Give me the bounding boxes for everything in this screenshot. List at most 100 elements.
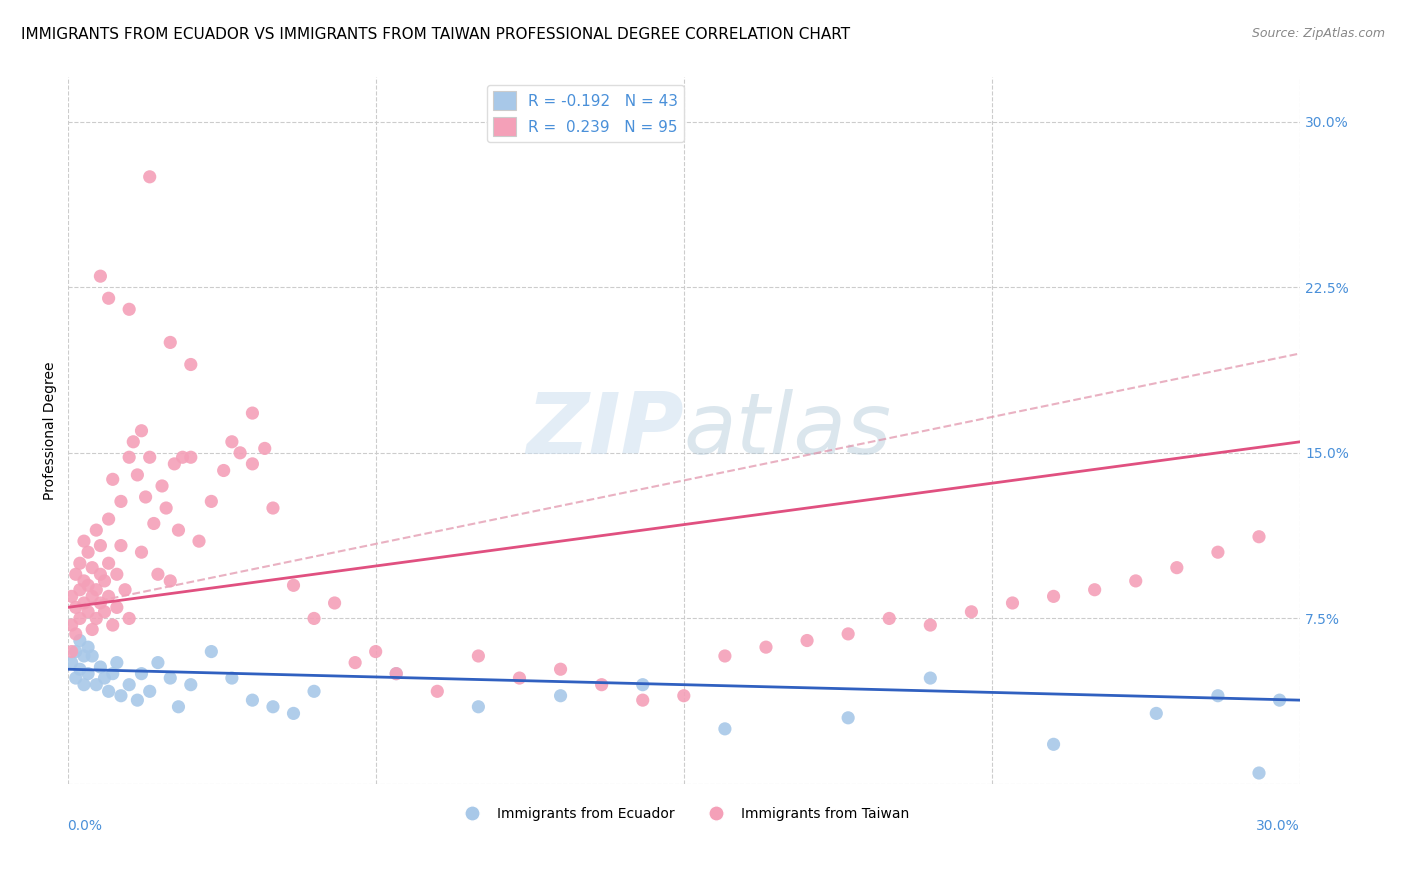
- Point: [550, 662, 572, 676]
- Point: [77, 605, 100, 619]
- Point: [60, 618, 83, 632]
- Point: [138, 450, 160, 465]
- Point: [242, 457, 264, 471]
- Point: [77, 545, 100, 559]
- Point: [172, 450, 194, 465]
- Point: [1206, 689, 1229, 703]
- Text: IMMIGRANTS FROM ECUADOR VS IMMIGRANTS FROM TAIWAN PROFESSIONAL DEGREE CORRELATIO: IMMIGRANTS FROM ECUADOR VS IMMIGRANTS FR…: [21, 27, 851, 42]
- Point: [97, 684, 120, 698]
- Point: [155, 501, 177, 516]
- Point: [82, 560, 104, 574]
- Point: [837, 711, 859, 725]
- Point: [127, 467, 149, 482]
- Point: [110, 689, 132, 703]
- Point: [229, 446, 252, 460]
- Point: [73, 678, 96, 692]
- Point: [97, 556, 120, 570]
- Point: [101, 472, 124, 486]
- Point: [77, 578, 100, 592]
- Point: [89, 567, 111, 582]
- Point: [920, 671, 942, 685]
- Point: [200, 644, 222, 658]
- Point: [110, 494, 132, 508]
- Point: [73, 596, 96, 610]
- Point: [714, 722, 737, 736]
- Point: [93, 671, 115, 685]
- Point: [323, 596, 346, 610]
- Y-axis label: Professional Degree: Professional Degree: [44, 361, 58, 500]
- Point: [755, 640, 778, 655]
- Point: [138, 169, 160, 184]
- Point: [105, 600, 128, 615]
- Point: [167, 699, 190, 714]
- Point: [146, 567, 169, 582]
- Point: [1084, 582, 1107, 597]
- Point: [84, 678, 107, 692]
- Point: [242, 693, 264, 707]
- Point: [84, 582, 107, 597]
- Point: [877, 611, 900, 625]
- Point: [159, 671, 181, 685]
- Point: [150, 479, 173, 493]
- Point: [89, 269, 111, 284]
- Point: [631, 693, 654, 707]
- Point: [221, 434, 243, 449]
- Point: [591, 678, 613, 692]
- Point: [69, 662, 91, 676]
- Point: [97, 512, 120, 526]
- Point: [65, 671, 87, 685]
- Point: [135, 490, 157, 504]
- Point: [180, 450, 202, 465]
- Point: [60, 590, 83, 604]
- Point: [65, 627, 87, 641]
- Point: [1247, 530, 1270, 544]
- Point: [672, 689, 695, 703]
- Point: [97, 291, 120, 305]
- Legend: Immigrants from Ecuador, Immigrants from Taiwan: Immigrants from Ecuador, Immigrants from…: [453, 802, 915, 827]
- Point: [77, 666, 100, 681]
- Point: [302, 611, 325, 625]
- Point: [242, 406, 264, 420]
- Text: 0.0%: 0.0%: [67, 820, 103, 833]
- Point: [110, 539, 132, 553]
- Point: [69, 633, 91, 648]
- Point: [69, 582, 91, 597]
- Point: [97, 590, 120, 604]
- Text: 30.0%: 30.0%: [1257, 820, 1301, 833]
- Point: [65, 644, 87, 658]
- Point: [163, 457, 186, 471]
- Point: [101, 666, 124, 681]
- Point: [101, 618, 124, 632]
- Point: [1247, 766, 1270, 780]
- Point: [508, 671, 530, 685]
- Point: [364, 644, 387, 658]
- Point: [180, 678, 202, 692]
- Point: [146, 656, 169, 670]
- Point: [631, 678, 654, 692]
- Point: [65, 567, 87, 582]
- Point: [127, 693, 149, 707]
- Point: [77, 640, 100, 655]
- Point: [385, 666, 408, 681]
- Text: atlas: atlas: [683, 389, 891, 472]
- Point: [1042, 590, 1064, 604]
- Point: [188, 534, 211, 549]
- Point: [69, 556, 91, 570]
- Point: [105, 656, 128, 670]
- Point: [118, 302, 141, 317]
- Point: [262, 501, 284, 516]
- Point: [89, 539, 111, 553]
- Point: [426, 684, 449, 698]
- Point: [796, 633, 818, 648]
- Point: [60, 656, 83, 670]
- Point: [262, 699, 284, 714]
- Point: [1001, 596, 1024, 610]
- Point: [200, 494, 222, 508]
- Point: [550, 689, 572, 703]
- Point: [118, 611, 141, 625]
- Point: [131, 424, 153, 438]
- Text: ZIP: ZIP: [526, 389, 683, 472]
- Point: [82, 623, 104, 637]
- Point: [467, 699, 489, 714]
- Point: [302, 684, 325, 698]
